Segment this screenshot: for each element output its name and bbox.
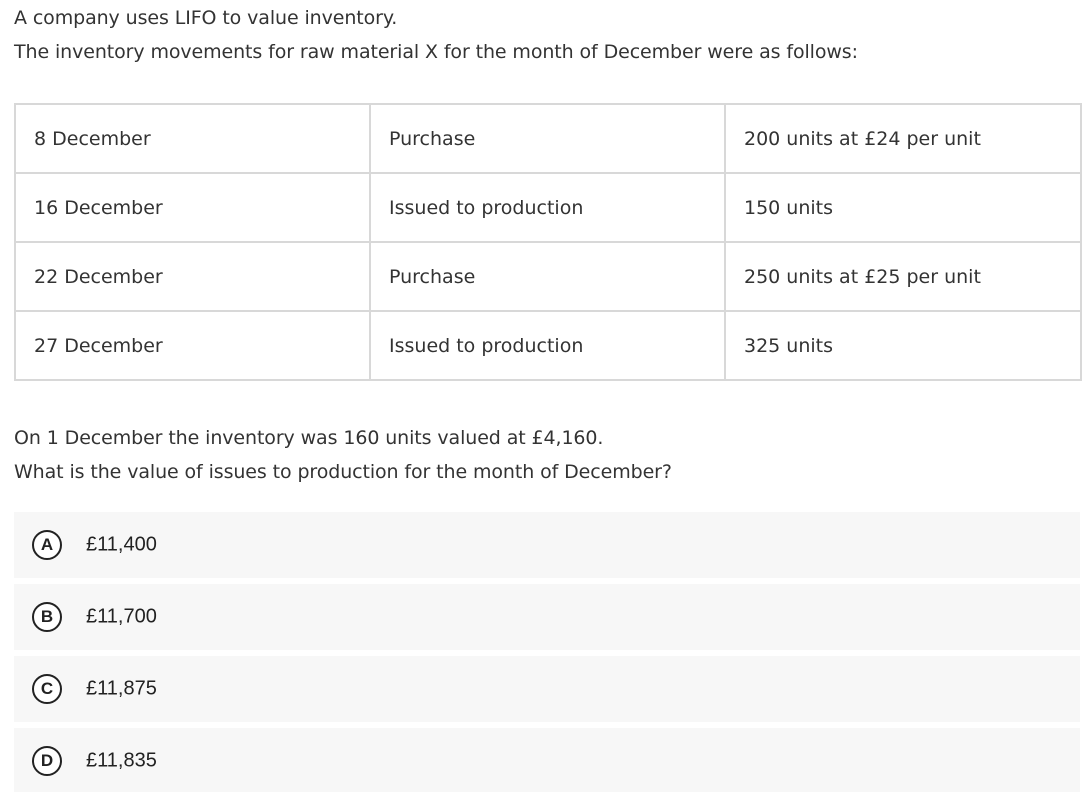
option-value: £11,835 [86, 749, 157, 772]
option-letter-badge: D [32, 746, 62, 776]
table-row: 16 December Issued to production 150 uni… [14, 172, 1082, 243]
option-value: £11,875 [86, 677, 157, 700]
movement-date-cell: 8 December [14, 103, 371, 174]
option-value: £11,700 [86, 605, 157, 628]
movement-detail-cell: 200 units at £24 per unit [724, 103, 1082, 174]
answer-option-c[interactable]: C £11,875 [14, 656, 1080, 722]
movement-date-cell: 27 December [14, 310, 371, 381]
table-row: 8 December Purchase 200 units at £24 per… [14, 103, 1082, 174]
movement-detail-cell: 250 units at £25 per unit [724, 241, 1082, 312]
option-letter-badge: B [32, 602, 62, 632]
movement-type-cell: Purchase [369, 241, 726, 312]
option-value: £11,400 [86, 533, 157, 556]
option-letter-badge: C [32, 674, 62, 704]
intro-text-line-2: The inventory movements for raw material… [14, 41, 858, 63]
answer-option-a[interactable]: A £11,400 [14, 512, 1080, 578]
inventory-movements-table: 8 December Purchase 200 units at £24 per… [14, 103, 1082, 381]
movement-type-cell: Issued to production [369, 310, 726, 381]
movement-detail-cell: 325 units [724, 310, 1082, 381]
table-row: 22 December Purchase 250 units at £25 pe… [14, 241, 1082, 312]
question-text-line-1: On 1 December the inventory was 160 unit… [14, 427, 604, 449]
movement-type-cell: Purchase [369, 103, 726, 174]
question-text-line-2: What is the value of issues to productio… [14, 461, 672, 483]
intro-text-line-1: A company uses LIFO to value inventory. [14, 7, 398, 29]
answer-option-b[interactable]: B £11,700 [14, 584, 1080, 650]
movement-date-cell: 22 December [14, 241, 371, 312]
movement-type-cell: Issued to production [369, 172, 726, 243]
movement-date-cell: 16 December [14, 172, 371, 243]
option-letter-badge: A [32, 530, 62, 560]
table-row: 27 December Issued to production 325 uni… [14, 310, 1082, 381]
answer-option-d[interactable]: D £11,835 [14, 728, 1080, 792]
movement-detail-cell: 150 units [724, 172, 1082, 243]
